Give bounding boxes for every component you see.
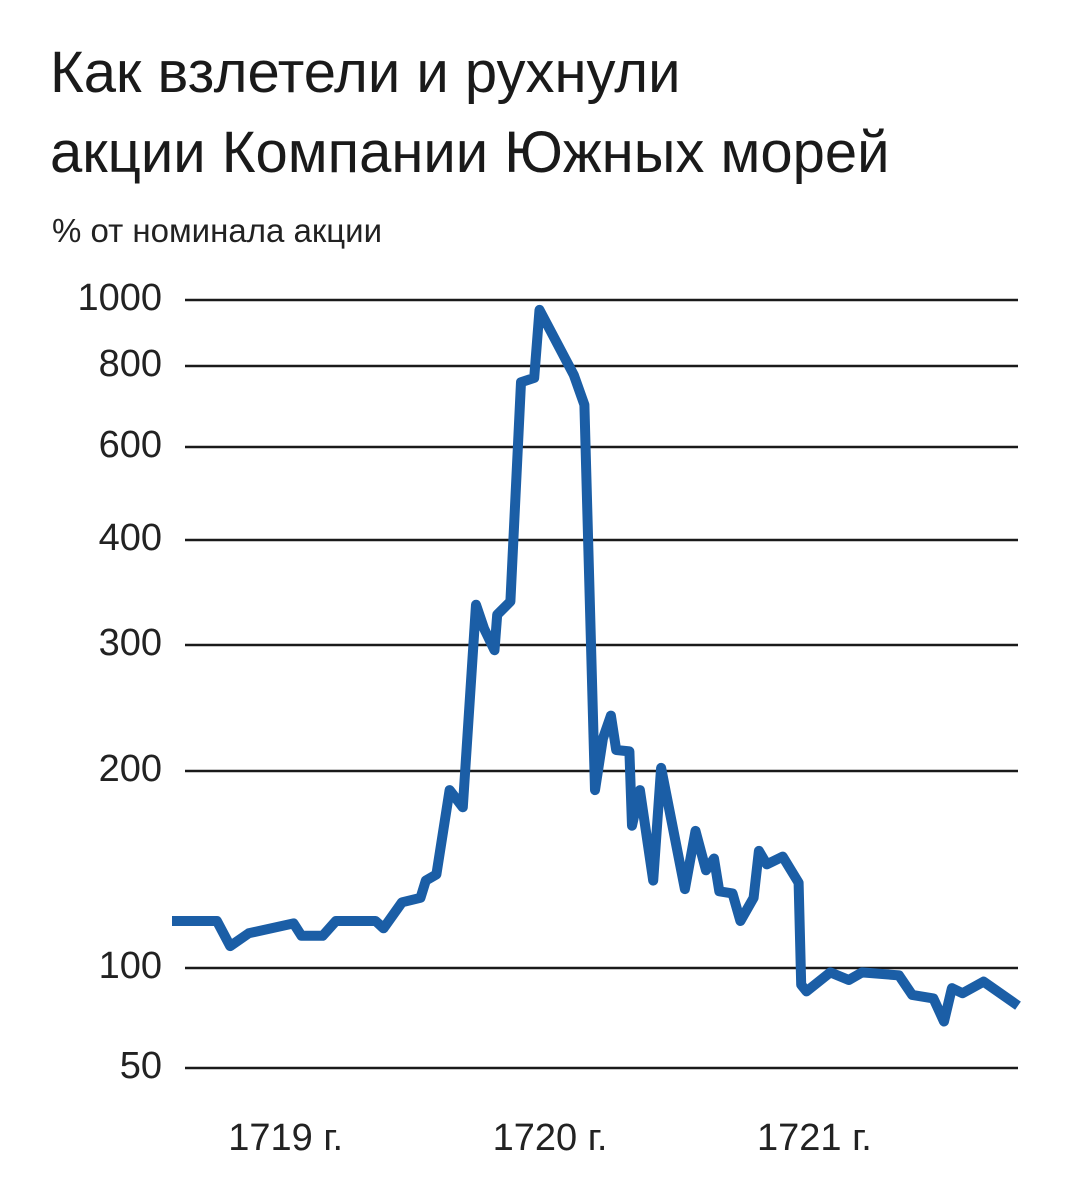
y-tick-label: 600 <box>99 424 162 466</box>
x-tick-label: 1721 г. <box>757 1117 872 1159</box>
x-tick-label: 1720 г. <box>493 1117 608 1159</box>
chart-title: акции Компании Южных морей <box>50 120 890 185</box>
chart-title: Как взлетели и рухнули <box>50 40 681 105</box>
y-tick-label: 200 <box>99 748 162 790</box>
y-axis-label: % от номинала акции <box>52 212 382 249</box>
y-tick-label: 300 <box>99 622 162 664</box>
y-tick-label: 400 <box>99 517 162 559</box>
data-line <box>172 304 1021 1027</box>
y-tick-label: 800 <box>99 343 162 385</box>
y-tick-label: 1000 <box>77 277 162 319</box>
x-tick-label: 1719 г. <box>228 1117 343 1159</box>
y-tick-label: 50 <box>120 1045 162 1087</box>
y-tick-label: 100 <box>99 945 162 987</box>
